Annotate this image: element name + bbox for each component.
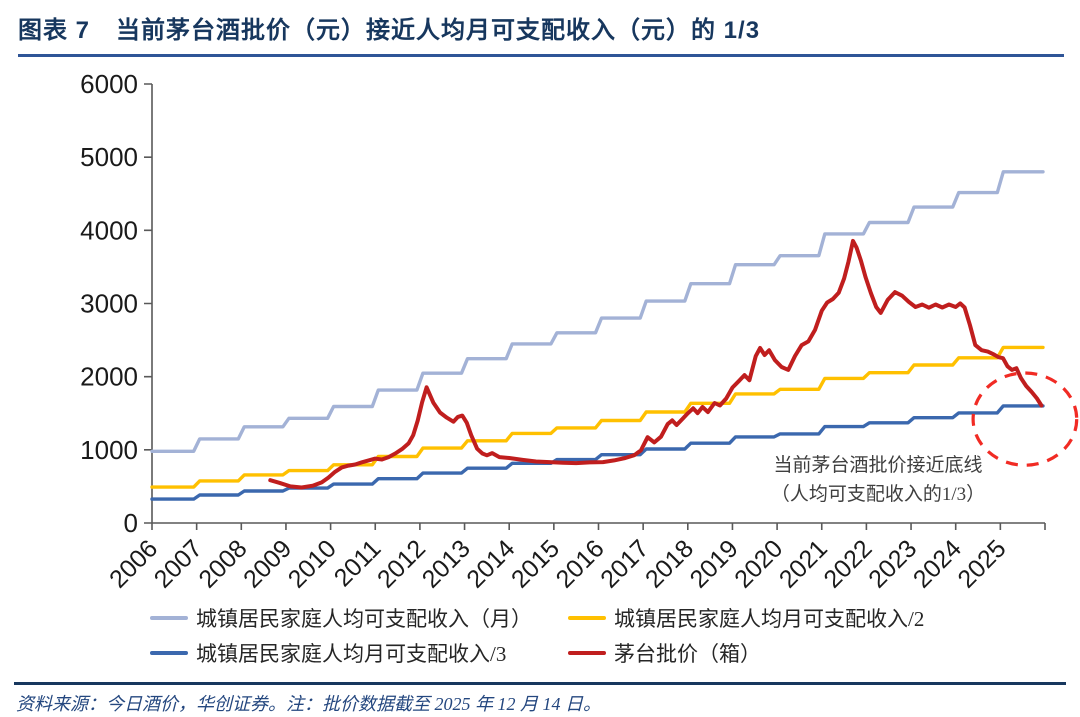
- annotation-line2: （人均可支配收入的1/3）: [770, 484, 986, 505]
- series-income-monthly: [150, 170, 1045, 453]
- x-tick-label: 2019: [685, 534, 744, 593]
- y-tick-label: 3000: [80, 289, 138, 319]
- legend-line-swatch-yellow: [568, 616, 606, 620]
- legend-line-swatch-red: [568, 651, 606, 655]
- x-tick-label: 2020: [729, 534, 788, 593]
- x-tick-label: 2008: [193, 534, 252, 593]
- x-tick-label: 2021: [774, 534, 833, 593]
- figure-title-text: 当前茅台酒批价（元）接近人均月可支配收入（元）的 1/3: [116, 17, 761, 44]
- series-moutai-price: [268, 238, 1044, 490]
- x-tick-label: 2006: [104, 534, 163, 593]
- x-tick-label: 2017: [595, 534, 654, 593]
- axes: [144, 83, 1046, 530]
- legend-line-swatch-lightblue: [150, 616, 188, 620]
- legend-label: 茅台批价（箱）: [614, 642, 761, 666]
- x-tick-label: 2013: [417, 534, 476, 593]
- chart-annotation: 当前茅台酒批价接近底线 （人均可支配收入的1/3）: [710, 451, 1046, 509]
- legend-label: 城镇居民家庭人均月可支配收入/2: [614, 607, 925, 631]
- legend-label: 城镇居民家庭人均可支配收入（月）: [196, 607, 532, 631]
- footer-divider: [14, 682, 1066, 685]
- y-tick-label: 6000: [80, 69, 138, 99]
- title-divider: [18, 54, 1064, 57]
- legend-line-swatch-darkblue: [150, 651, 188, 655]
- highlight-circle: [971, 371, 1079, 467]
- x-tick-label: 2010: [283, 534, 342, 593]
- figure-title: 图表 7 当前茅台酒批价（元）接近人均月可支配收入（元）的 1/3: [18, 10, 1064, 45]
- x-tick-label: 2009: [238, 534, 297, 593]
- x-tick-label: 2011: [329, 534, 387, 592]
- legend-label: 城镇居民家庭人均月可支配收入/3: [196, 642, 507, 666]
- x-tick-label: 2007: [149, 534, 208, 593]
- y-tick-label: 0: [124, 508, 138, 538]
- series-income-half: [150, 345, 1045, 489]
- y-tick-label: 2000: [80, 362, 138, 392]
- x-axis-labels: 2006200720082009201020112012201320142015…: [104, 534, 1011, 593]
- x-tick-label: 2014: [461, 534, 520, 593]
- source-note: 资料来源：今日酒价，华创证券。注：批价数据截至 2025 年 12 月 14 日…: [16, 694, 601, 714]
- x-tick-label: 2025: [952, 534, 1011, 593]
- x-tick-label: 2012: [372, 534, 431, 593]
- annotation-line1: 当前茅台酒批价接近底线: [773, 455, 983, 476]
- figure-number: 图表 7: [18, 17, 91, 44]
- legend-item-income-half: 城镇居民家庭人均月可支配收入/2: [568, 603, 924, 633]
- x-tick-label: 2016: [551, 534, 610, 593]
- y-tick-label: 5000: [80, 142, 138, 172]
- x-tick-label: 2024: [908, 534, 967, 593]
- y-tick-label: 4000: [80, 215, 138, 245]
- legend-item-income-third: 城镇居民家庭人均月可支配收入/3: [150, 638, 506, 668]
- x-tick-label: 2018: [640, 534, 699, 593]
- x-tick-label: 2022: [819, 534, 878, 593]
- legend-item-moutai-price: 茅台批价（箱）: [568, 638, 761, 668]
- legend-item-income-monthly: 城镇居民家庭人均可支配收入（月）: [150, 603, 532, 633]
- x-tick-label: 2023: [863, 534, 922, 593]
- x-tick-label: 2015: [506, 534, 565, 593]
- moutai-price-line-chart: 0 1000 2000 3000 4000 5000 6000 200620072008200…: [80, 69, 1079, 594]
- y-tick-label: 1000: [80, 435, 138, 465]
- y-axis-labels: 0 1000 2000 3000 4000 5000 6000: [80, 69, 138, 538]
